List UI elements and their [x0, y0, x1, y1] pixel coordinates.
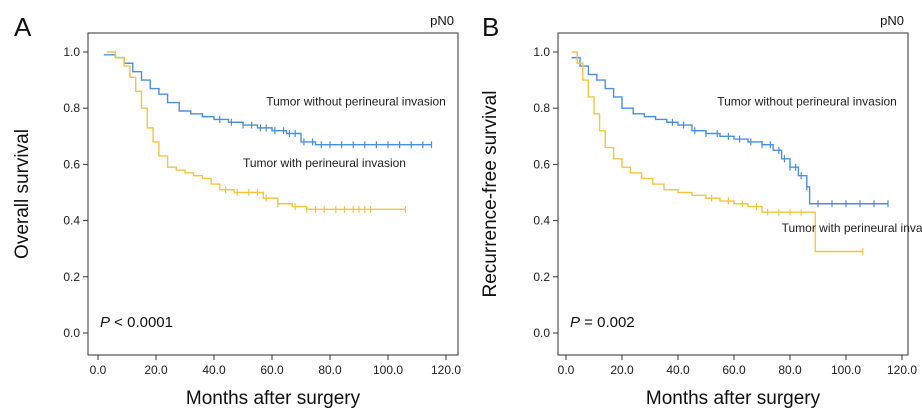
p-value-symbol: P: [100, 314, 110, 331]
y-axis-title: Overall survival: [12, 129, 33, 259]
x-tick-label: 20.0: [610, 363, 634, 377]
x-tick-label: 40.0: [202, 363, 226, 377]
x-tick-label: 120.0: [887, 363, 917, 377]
plot-frame: [87, 32, 459, 356]
x-tick-label: 0.0: [558, 363, 575, 377]
km-curve: [103, 54, 432, 146]
subset-label: pN0: [430, 13, 454, 28]
panel-letter: A: [14, 12, 32, 42]
x-tick-label: 100.0: [373, 363, 403, 377]
x-tick-label: 40.0: [666, 363, 690, 377]
y-tick-label: 0.6: [63, 157, 80, 171]
y-tick-label: 0.0: [63, 326, 80, 340]
y-tick-label: 1.0: [533, 45, 550, 59]
curve-annotation: Tumor without perineural invasion: [266, 94, 446, 108]
y-tick-label: 0.8: [63, 101, 80, 115]
curve-annotation: Tumor without perineural invasion: [717, 94, 897, 108]
km-curve: [106, 51, 406, 211]
panel-letter: B: [482, 12, 499, 42]
y-tick-label: 0.0: [533, 326, 550, 340]
series-without-invasion: [103, 54, 433, 149]
x-tick-label: 100.0: [831, 363, 861, 377]
plot-frame: [557, 32, 909, 356]
series-with-invasion: [106, 51, 406, 213]
x-tick-label: 80.0: [318, 363, 342, 377]
x-tick-label: 20.0: [144, 363, 168, 377]
p-value: P < 0.0001: [100, 314, 173, 331]
series-with-invasion: [571, 51, 864, 256]
x-tick-label: 60.0: [722, 363, 746, 377]
p-value-text: < 0.0001: [110, 314, 173, 331]
x-tick-label: 60.0: [260, 363, 284, 377]
p-value-text: = 0.002: [580, 314, 635, 331]
x-tick-label: 80.0: [778, 363, 802, 377]
km-curve: [571, 51, 863, 253]
y-tick-label: 0.4: [63, 214, 80, 228]
y-tick-label: 0.4: [533, 214, 550, 228]
p-value-symbol: P: [570, 314, 580, 331]
km-curve: [571, 56, 888, 205]
x-tick-label: 120.0: [431, 363, 461, 377]
y-axis-title: Recurrence-free survival: [480, 91, 501, 298]
series-without-invasion: [571, 56, 889, 208]
y-tick-label: 0.8: [533, 101, 550, 115]
p-value: P = 0.002: [570, 314, 635, 331]
y-tick-label: 1.0: [63, 45, 80, 59]
x-axis-title: Months after surgery: [186, 388, 361, 409]
subset-label: pN0: [880, 13, 904, 28]
x-tick-label: 0.0: [90, 363, 107, 377]
curve-annotation: Tumor with perineural invasion: [243, 156, 406, 170]
y-tick-label: 0.2: [63, 270, 80, 284]
curve-annotation: Tumor with perineural invasion: [782, 221, 922, 235]
y-tick-label: 0.2: [533, 270, 550, 284]
x-axis-title: Months after surgery: [646, 388, 821, 409]
y-tick-label: 0.6: [533, 157, 550, 171]
